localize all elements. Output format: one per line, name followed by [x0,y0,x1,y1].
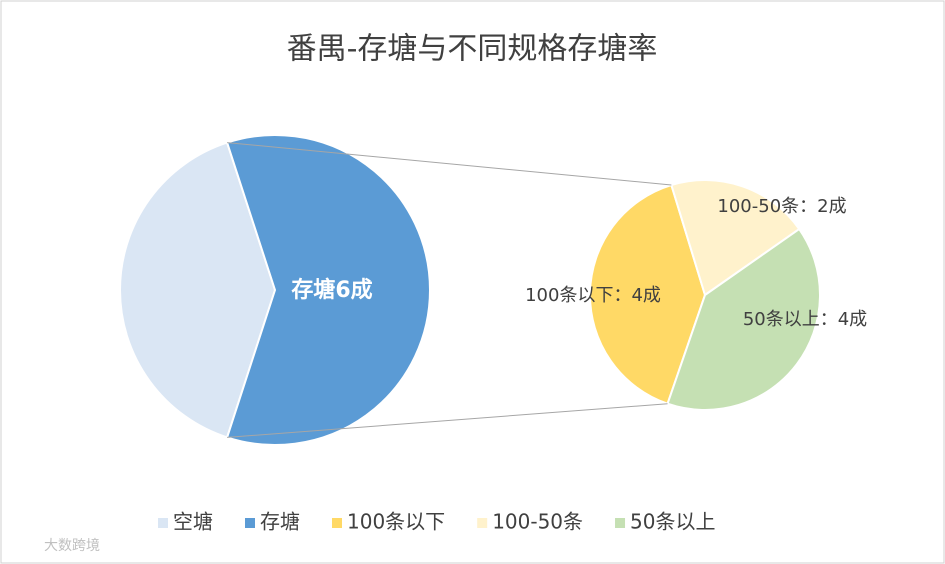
connector-line [227,403,668,438]
legend-label: 空塘 [173,510,213,534]
legend-marker [158,518,168,528]
connector-line [227,142,672,186]
watermark: 大数跨境 [44,538,100,554]
data-label: 100-50条：2成 [717,196,846,217]
legend-marker [615,518,626,528]
legend-marker [332,518,342,528]
legend-label: 100条以下 [347,510,445,534]
legend-label: 50条以上 [630,510,715,534]
pie-slice [118,141,277,439]
legend-label: 100-50条 [492,510,583,534]
data-label: 50条以上：4成 [743,309,867,330]
chart-title: 番禺-存塘与不同规格存塘率 [287,32,658,67]
data-label: 存塘6成 [291,277,372,303]
legend-marker [477,518,488,528]
data-label: 100条以下：4成 [525,285,661,306]
pie-slice [589,183,707,406]
pie-slice [670,179,801,297]
pie-slice [666,227,821,411]
legend-label: 存塘 [260,510,300,534]
legend-marker [245,518,255,528]
pie-slice [225,134,431,446]
